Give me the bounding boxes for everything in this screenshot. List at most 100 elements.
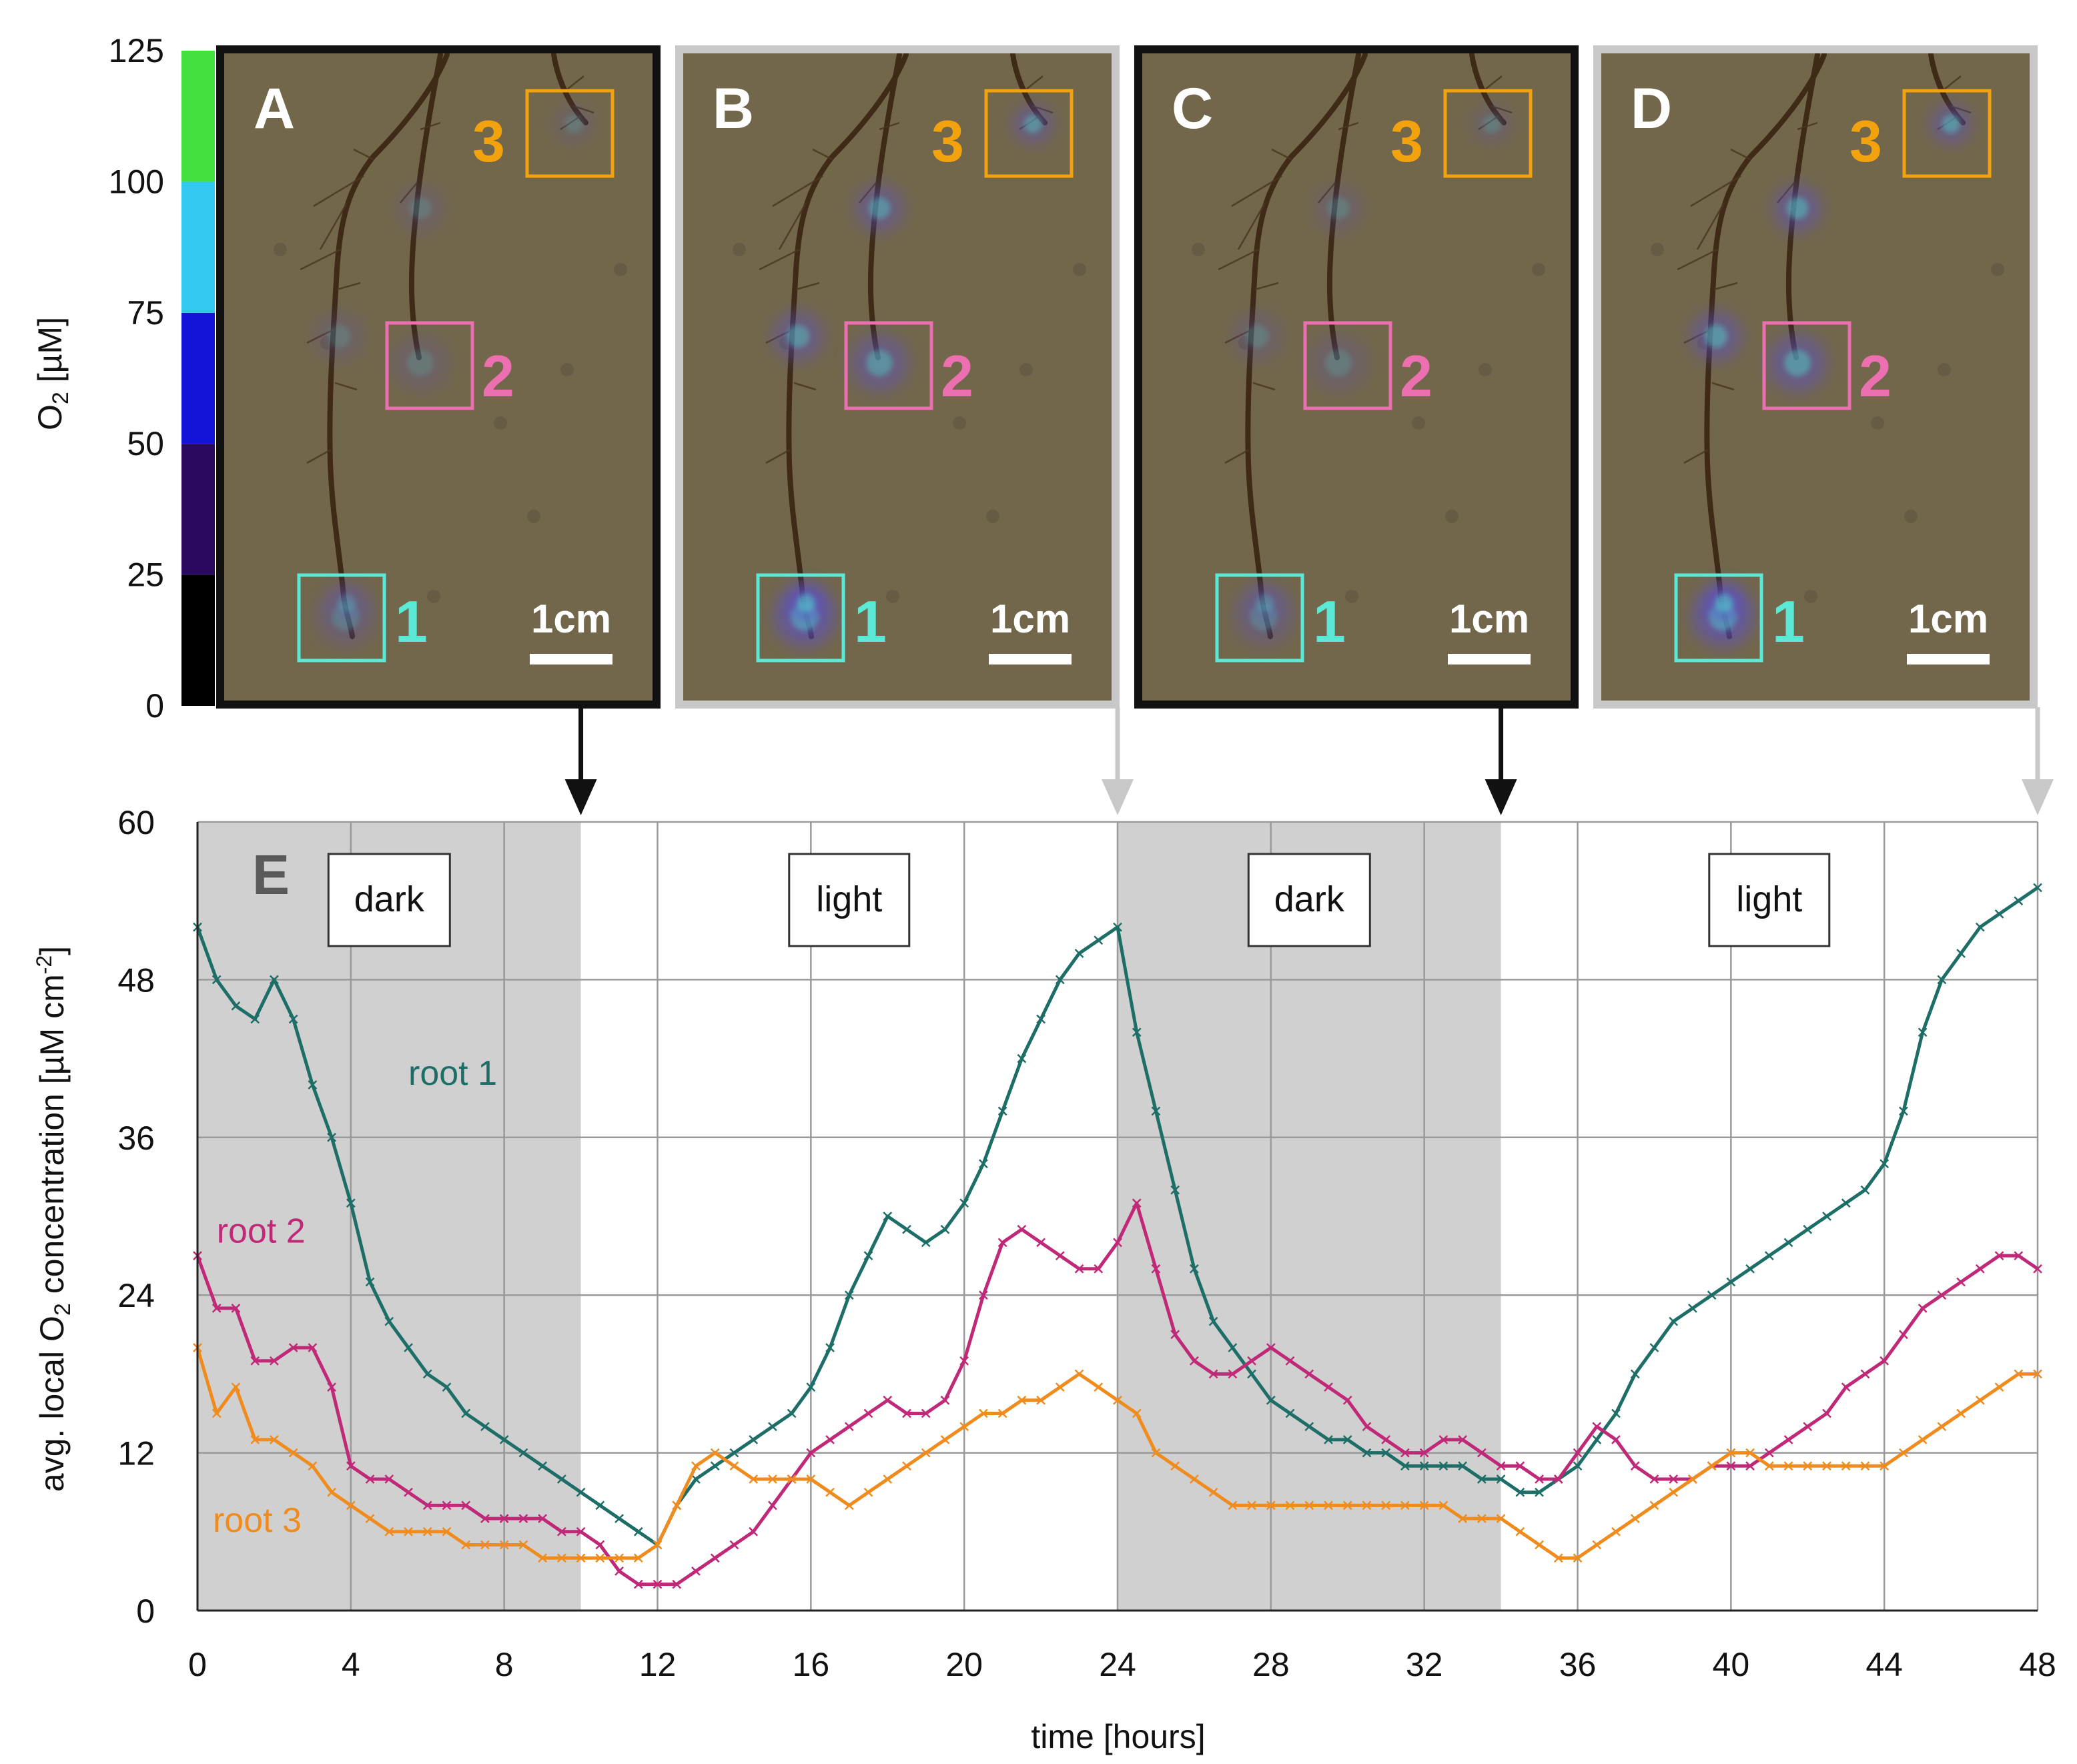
data-point-root3 <box>1669 1487 1679 1497</box>
data-point-root2 <box>1592 1422 1602 1432</box>
oxygen-glow-core <box>868 197 891 219</box>
agar-speck <box>886 590 899 603</box>
data-point-root3 <box>2033 1369 2042 1379</box>
data-point-root2 <box>863 1408 873 1418</box>
data-point-root2 <box>1956 1277 1966 1287</box>
y-axis-label-part3: ] <box>33 946 71 955</box>
period-label-box <box>327 853 451 947</box>
agar-speck <box>1192 243 1205 256</box>
root-hair <box>1237 202 1266 250</box>
data-point-root2 <box>1630 1461 1640 1471</box>
data-point-root1 <box>538 1461 548 1471</box>
root-hair <box>793 382 817 391</box>
agar-speck <box>560 363 574 376</box>
x-tick-label: 44 <box>1865 1646 1903 1683</box>
data-point-root1 <box>1036 1014 1046 1024</box>
data-point-root3 <box>1247 1500 1256 1510</box>
data-point-root1 <box>1707 1290 1717 1300</box>
data-point-root3 <box>1400 1500 1410 1510</box>
data-point-root1 <box>710 1461 720 1471</box>
agar-speck <box>527 510 540 523</box>
panel-d: 1 2 3 D 1cm <box>1593 45 2038 709</box>
region-label-2: 2 <box>941 343 973 409</box>
data-point-root2 <box>672 1579 682 1589</box>
series-label-root2: root 2 <box>217 1212 306 1250</box>
chart-panel-letter: E <box>252 843 290 906</box>
data-point-root3 <box>1342 1500 1352 1510</box>
agar-speck <box>1938 363 1951 376</box>
region-label-2: 2 <box>1859 343 1892 409</box>
data-point-root2 <box>1036 1238 1046 1248</box>
root-hair <box>1696 202 1725 250</box>
data-point-root1 <box>1592 1435 1602 1444</box>
agar-speck <box>1651 243 1664 256</box>
agar-speck <box>986 510 999 523</box>
root-hair <box>1683 448 1709 464</box>
data-point-root2 <box>959 1356 969 1366</box>
oxygen-glow-core <box>797 594 815 612</box>
data-point-root1 <box>1669 1316 1679 1326</box>
region-box-3 <box>1902 89 1992 178</box>
data-point-root3 <box>729 1461 739 1471</box>
data-point-root3 <box>422 1526 432 1536</box>
data-point-root3 <box>614 1553 624 1563</box>
data-point-root2 <box>767 1500 777 1510</box>
data-point-root3 <box>288 1448 298 1458</box>
colorbar-tick-label: 75 <box>127 294 164 332</box>
data-point-root2 <box>1880 1356 1890 1366</box>
data-point-root2 <box>1324 1382 1333 1392</box>
root-hair <box>1025 75 1044 90</box>
data-point-root1 <box>1074 949 1084 958</box>
data-point-root2 <box>979 1290 988 1300</box>
region-box-1 <box>1674 573 1763 663</box>
data-point-root2 <box>1937 1290 1947 1300</box>
oxygen-glow-core <box>786 324 810 348</box>
scale-bar <box>530 654 612 665</box>
data-point-root3 <box>1553 1553 1563 1563</box>
data-point-root3 <box>1266 1500 1276 1510</box>
data-point-root3 <box>1170 1461 1180 1471</box>
root-hair <box>1271 148 1292 161</box>
data-point-root1 <box>595 1500 605 1510</box>
oxygen-glow-core <box>1704 324 1728 348</box>
data-point-root3 <box>1899 1448 1908 1458</box>
data-point-root1 <box>1515 1487 1525 1497</box>
data-point-root3 <box>1496 1514 1506 1523</box>
root-hair <box>336 282 361 291</box>
data-point-root3 <box>212 1408 222 1418</box>
x-tick-label: 16 <box>793 1646 830 1683</box>
root-hair <box>1218 248 1259 271</box>
scale-bar <box>989 654 1072 665</box>
region-label-3: 3 <box>931 108 964 174</box>
data-point-root3 <box>518 1540 528 1550</box>
data-point-root2 <box>1745 1461 1755 1471</box>
data-point-root2 <box>653 1579 663 1589</box>
oxygen-glow-core <box>1245 324 1269 348</box>
data-point-root1 <box>308 1080 318 1089</box>
data-point-root3 <box>1285 1500 1295 1510</box>
data-point-root1 <box>729 1448 739 1458</box>
scale-bar <box>1448 654 1531 665</box>
agar-speck <box>614 263 627 276</box>
oxygen-glow-core <box>1325 350 1352 376</box>
root-hair <box>1224 448 1250 464</box>
data-point-root1 <box>921 1238 931 1248</box>
oxygen-glow-core <box>866 350 893 376</box>
region-label-1: 1 <box>854 588 887 654</box>
oxygen-glow-core <box>1483 115 1501 133</box>
agar-speck <box>1991 263 2004 276</box>
data-point-root2 <box>1975 1264 1985 1274</box>
data-point-root1 <box>1458 1461 1468 1471</box>
data-point-root2 <box>556 1526 566 1536</box>
data-point-root3 <box>1438 1500 1448 1510</box>
panel-letter: D <box>1631 77 1672 141</box>
agar-speck <box>1445 510 1459 523</box>
data-point-root1 <box>1822 1212 1831 1221</box>
root-hair <box>306 448 332 464</box>
series-label-root1: root 1 <box>408 1054 497 1093</box>
data-point-root1 <box>270 975 279 985</box>
data-point-root2 <box>997 1238 1007 1248</box>
data-point-root2 <box>1419 1448 1429 1458</box>
data-point-root1 <box>1803 1224 1813 1234</box>
data-point-root1 <box>1228 1343 1238 1352</box>
